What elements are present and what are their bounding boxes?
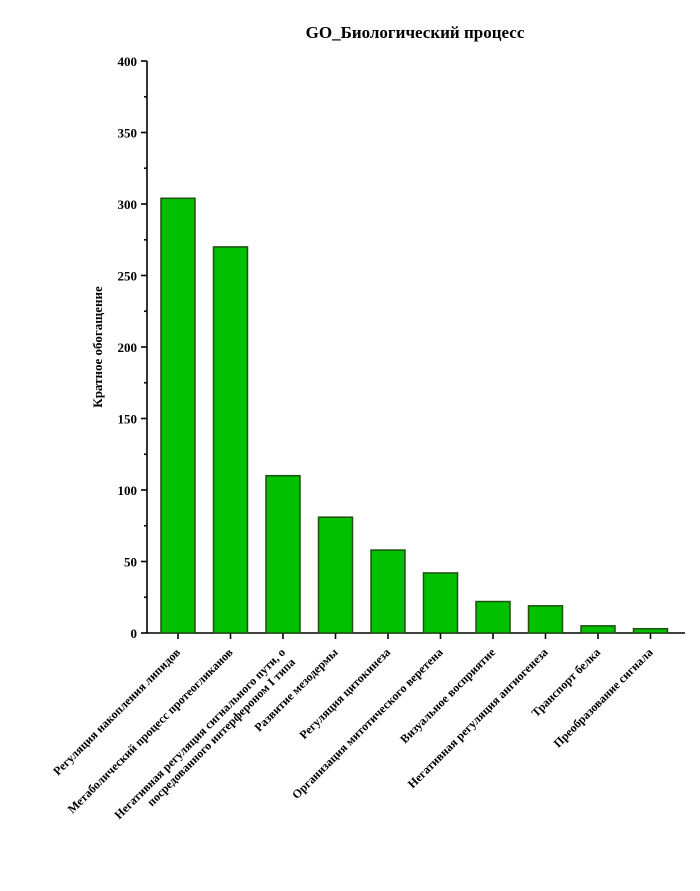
bar — [632, 627, 669, 634]
x-tick-labels: Регуляция накопления липидовМетаболическ… — [50, 645, 656, 822]
bar — [212, 246, 249, 634]
y-axis: 0 50 100 150 200 250 300 350 400 — [118, 54, 148, 641]
x-tick-label: Регуляция цитокинеза — [296, 645, 393, 742]
y-tick-label: 300 — [118, 197, 138, 212]
y-tick-label: 100 — [118, 483, 138, 498]
y-tick-label: 50 — [124, 555, 137, 570]
y-axis-label: Кратное обогащение — [90, 286, 105, 408]
y-tick-label: 150 — [118, 412, 138, 427]
x-tick-label: Визуальное восприятие — [397, 645, 498, 746]
bar — [580, 625, 616, 634]
chart-title: GO_Биологический процесс — [306, 23, 525, 42]
bar — [475, 600, 511, 634]
bar — [527, 605, 564, 634]
bars — [160, 197, 669, 634]
bar — [422, 572, 459, 634]
bar — [317, 516, 354, 634]
y-tick-label: 400 — [118, 54, 138, 69]
x-tick-label: Преобразование сигнала — [551, 645, 656, 750]
bar — [160, 197, 196, 634]
y-tick-label: 250 — [118, 269, 138, 284]
y-tick-label: 350 — [118, 126, 138, 141]
bar — [265, 474, 301, 634]
y-tick-label: 0 — [131, 626, 138, 641]
bar — [370, 549, 406, 634]
x-axis — [147, 632, 685, 639]
y-tick-label: 200 — [118, 340, 138, 355]
